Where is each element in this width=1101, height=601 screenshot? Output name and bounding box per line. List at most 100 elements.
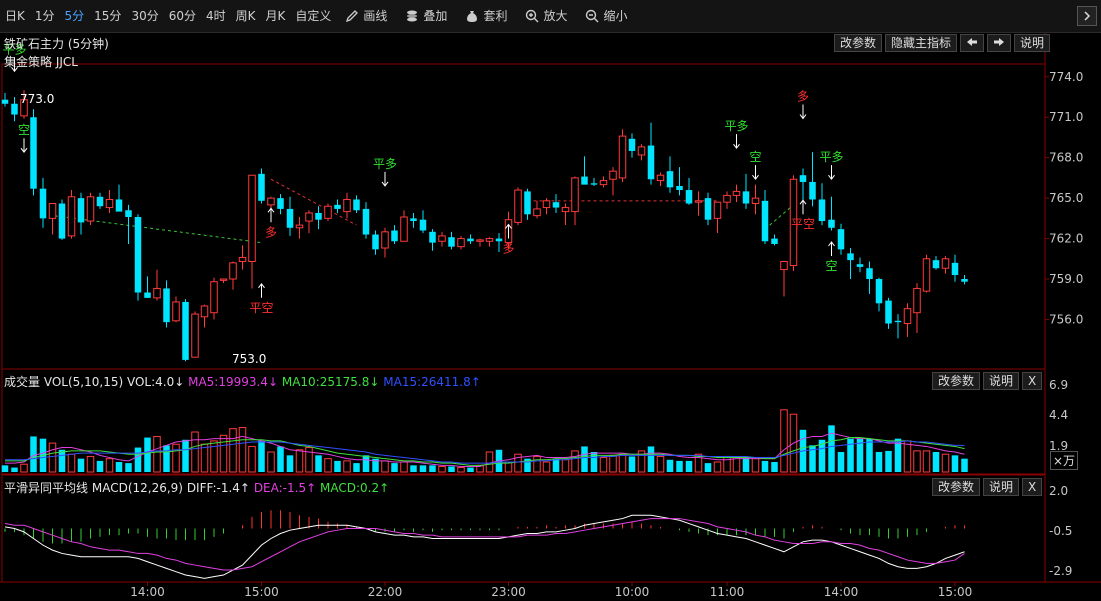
candle [67, 190, 76, 239]
period-day[interactable]: 日K [5, 8, 25, 23]
volume-close-button[interactable]: X [1022, 372, 1043, 390]
macd-diff-value: DIFF:-1.4↑ [186, 481, 250, 495]
candle [723, 191, 731, 209]
candle-body [182, 301, 189, 360]
collapse-toolbar-button[interactable] [1077, 6, 1097, 26]
arbitrage-button[interactable]: 套利 [456, 0, 516, 33]
candle [48, 203, 57, 235]
scroll-right-button[interactable] [987, 34, 1012, 52]
volume-bar [628, 456, 636, 472]
period-60min[interactable]: 60分 [168, 8, 196, 23]
volume-unit-badge[interactable]: ×万 [1050, 451, 1079, 470]
candle [295, 217, 304, 239]
period-week[interactable]: 周K [235, 8, 256, 23]
signal-label: 平多 [819, 150, 843, 164]
zoom-out-button[interactable]: 缩小 [576, 0, 636, 33]
time-axis-label: 14:00 [824, 585, 859, 599]
signal-marker: 平多 [724, 119, 749, 149]
candle-body [637, 146, 646, 156]
candle [485, 237, 494, 247]
period-15min[interactable]: 15分 [94, 8, 122, 23]
volume-bar [438, 465, 446, 473]
candle-body [524, 191, 531, 215]
main-params-button[interactable]: 改参数 [834, 34, 883, 52]
candle-body [277, 198, 284, 209]
candle [847, 248, 854, 280]
candle [656, 172, 665, 186]
volume-ma15-line [5, 440, 965, 464]
candle-body [941, 258, 950, 269]
candle [362, 202, 370, 239]
macd-close-button[interactable]: X [1022, 478, 1043, 496]
volume-bar [552, 458, 560, 472]
signal-marker: 平多 [373, 157, 397, 187]
candle-body [685, 190, 693, 204]
overlay-button[interactable]: 叠加 [396, 0, 456, 33]
scroll-left-button[interactable] [960, 34, 985, 52]
candle [438, 231, 446, 247]
candle [125, 204, 132, 244]
candle [561, 203, 570, 226]
candle-body [258, 173, 265, 201]
candle [410, 212, 417, 228]
zoom-out-icon [586, 9, 599, 23]
candle-body [429, 231, 436, 243]
candle-body [732, 190, 741, 196]
candle [191, 311, 199, 358]
volume-bar [20, 463, 28, 473]
volume-bar [448, 466, 455, 472]
period-5min[interactable]: 5分 [64, 8, 85, 23]
period-30min[interactable]: 30分 [131, 8, 159, 23]
candle-body [723, 194, 731, 203]
candle-body [866, 268, 873, 280]
candle [856, 257, 864, 273]
candle [713, 201, 722, 234]
volume-bar [1, 465, 9, 472]
candle [685, 177, 693, 205]
candle-body [609, 170, 617, 180]
signal-arrow-up-icon [828, 241, 835, 257]
zoom-in-button[interactable]: 放大 [516, 0, 576, 33]
volume-bar [343, 460, 351, 473]
volume-bar [742, 456, 750, 472]
main-explain-button[interactable]: 说明 [1014, 34, 1051, 52]
volume-bar [182, 439, 189, 472]
macd-params-button[interactable]: 改参数 [932, 478, 981, 496]
signal-arrow-up-icon [799, 199, 807, 215]
volume-bar [134, 447, 142, 472]
time-axis-label: 14:00 [130, 585, 165, 599]
period-4h[interactable]: 4时 [206, 8, 226, 23]
candle [400, 210, 408, 242]
candle [163, 280, 170, 328]
period-1min[interactable]: 1分 [34, 8, 55, 23]
period-custom[interactable]: 自定义 [295, 8, 332, 23]
volume-explain-button[interactable]: 说明 [983, 372, 1020, 390]
candle [448, 231, 455, 250]
draw-line-button[interactable]: 画线 [336, 0, 396, 33]
volume-bar [334, 460, 341, 472]
hide-main-indicator-button[interactable]: 隐藏主指标 [885, 34, 958, 52]
candle-body [362, 208, 370, 235]
candle-body [163, 288, 170, 323]
volume-bar [153, 435, 161, 473]
volume-bar [286, 455, 294, 472]
period-month[interactable]: 月K [265, 8, 286, 23]
macd-explain-button[interactable]: 说明 [983, 478, 1020, 496]
signal-arrow-up-icon [258, 282, 265, 298]
candle [134, 214, 142, 301]
volume-bar [656, 455, 665, 473]
candle [58, 199, 66, 240]
candle-body [229, 262, 237, 280]
candle [324, 203, 332, 222]
volume-params-button[interactable]: 改参数 [932, 372, 981, 390]
candle-body [39, 188, 47, 219]
macd-dea-value: DEA:-1.5↑ [253, 481, 317, 495]
volume-bar [381, 460, 389, 473]
volume-bar [647, 446, 655, 472]
candle-body [305, 212, 313, 222]
candle [789, 175, 798, 271]
time-axis-label: 11:00 [710, 585, 745, 599]
price-axis-tick-label: 771.0 [1049, 110, 1083, 124]
candle [875, 277, 883, 312]
candle [96, 192, 104, 209]
